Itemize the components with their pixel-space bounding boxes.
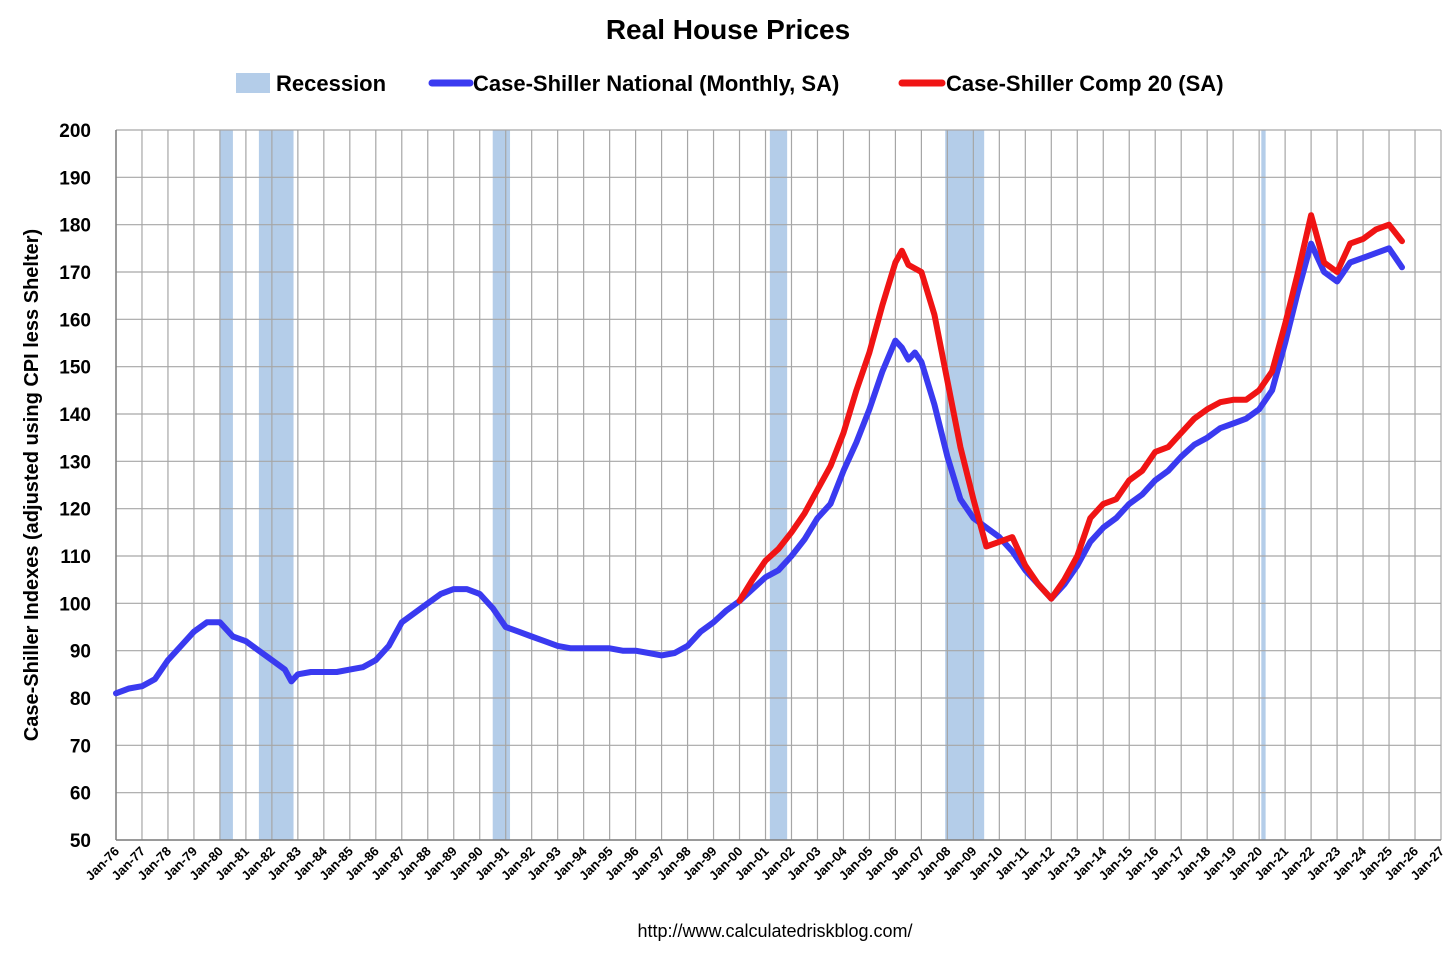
y-tick-label: 60: [70, 784, 91, 805]
y-tick-label: 150: [59, 358, 91, 379]
recession-band: [219, 130, 233, 840]
y-tick-labels: 50 60 70 80 90 100 110 120 130 140 150 160 170 180 190…: [59, 121, 91, 852]
y-tick-label: 110: [60, 547, 91, 568]
x-tick-labels: Jan-76Jan-77Jan-78Jan-79Jan-80Jan-81Jan-…: [82, 843, 1447, 883]
y-tick-label: 190: [59, 168, 91, 189]
chart-title: Real House Prices: [606, 14, 850, 45]
y-tick-label: 170: [59, 263, 91, 284]
axes: [115, 130, 1441, 841]
y-tick-label: 100: [59, 594, 91, 615]
y-tick-label: 120: [59, 500, 91, 521]
legend: Recession Case-Shiller National (Monthly…: [236, 71, 1224, 96]
y-tick-label: 200: [59, 121, 91, 142]
y-tick-label: 130: [59, 452, 91, 473]
recession-band: [258, 130, 294, 840]
y-tick-label: 70: [70, 736, 91, 757]
series-line-national: [113, 240, 1405, 697]
y-tick-label: 140: [59, 405, 91, 426]
legend-swatch-recession: [236, 73, 270, 93]
y-tick-label: 80: [70, 689, 91, 710]
y-tick-label: 90: [70, 642, 91, 663]
recession-band: [769, 130, 788, 840]
source-url: http://www.calculatedriskblog.com/: [637, 921, 912, 941]
recession-band: [1261, 130, 1266, 840]
series-line-comp20: [736, 212, 1405, 604]
legend-label-national: Case-Shiller National (Monthly, SA): [473, 71, 839, 96]
gridlines: [115, 129, 1442, 841]
y-tick-label: 180: [59, 216, 91, 237]
recession-band: [492, 130, 511, 840]
legend-label-comp20: Case-Shiller Comp 20 (SA): [946, 71, 1224, 96]
series-lines: [113, 212, 1405, 697]
y-axis-label: Case-Shiller Indexes (adjusted using CPI…: [21, 229, 43, 741]
legend-label-recession: Recession: [276, 71, 386, 96]
y-tick-label: 50: [70, 831, 91, 852]
recession-band: [945, 130, 985, 840]
y-tick-label: 160: [59, 310, 91, 331]
